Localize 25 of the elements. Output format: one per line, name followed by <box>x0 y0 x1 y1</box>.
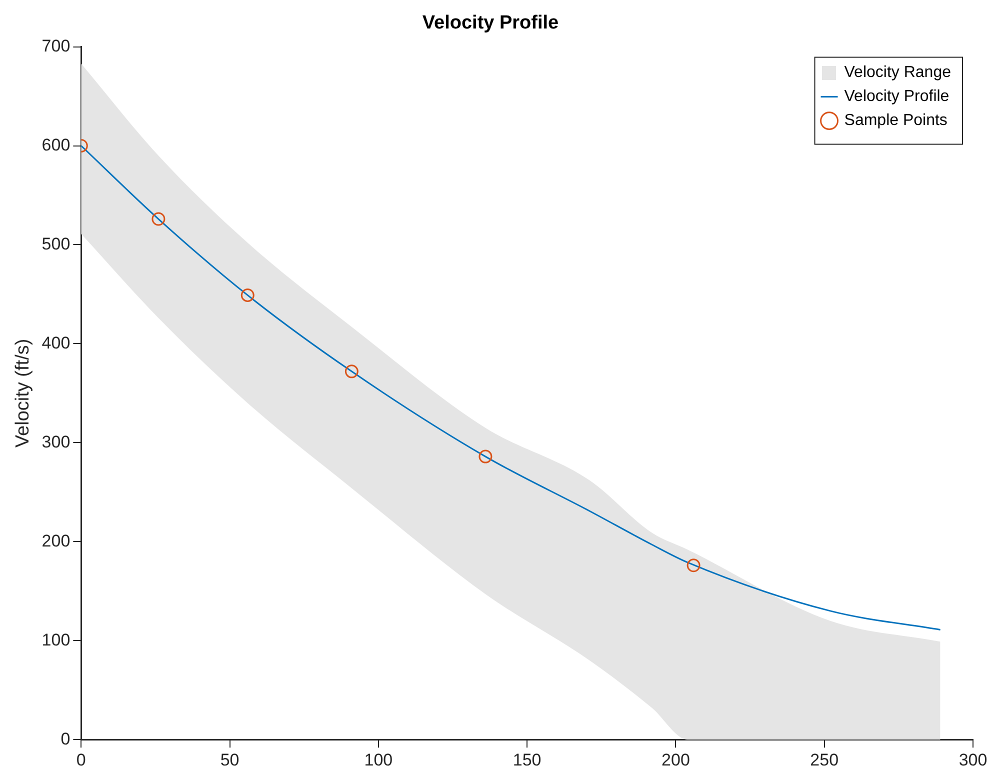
annotation: Velocity Range <box>844 64 952 82</box>
y-tick-label: 600 <box>42 135 70 154</box>
y-tick-label: 300 <box>42 432 70 452</box>
y-axis-title: Velocity (ft/s) <box>12 338 34 448</box>
legend-label: Sample Points <box>844 112 948 130</box>
y-tick-label: 100 <box>42 630 70 650</box>
chart-title: Velocity Profile <box>422 12 559 34</box>
x-tick-label: 100 <box>364 750 393 770</box>
point <box>344 364 358 378</box>
point <box>240 288 254 302</box>
point <box>152 212 166 226</box>
x-tick-label: 50 <box>220 750 240 770</box>
x-tick-label: 300 <box>958 750 988 770</box>
y-tick-label: 400 <box>42 333 70 352</box>
legend-label: Velocity Profile <box>844 88 950 106</box>
point <box>686 558 700 572</box>
x-tick-label: 0 <box>76 750 86 770</box>
y-tick-label: 0 <box>60 729 70 748</box>
y-tick-label: 200 <box>42 531 70 550</box>
x-tick-label: 250 <box>810 750 839 770</box>
y-tick-label: 700 <box>42 36 70 56</box>
x-tick-label: 150 <box>512 750 542 770</box>
y-tick-label: 500 <box>42 234 70 254</box>
x-tick-label: 200 <box>662 750 690 770</box>
point <box>478 450 492 464</box>
